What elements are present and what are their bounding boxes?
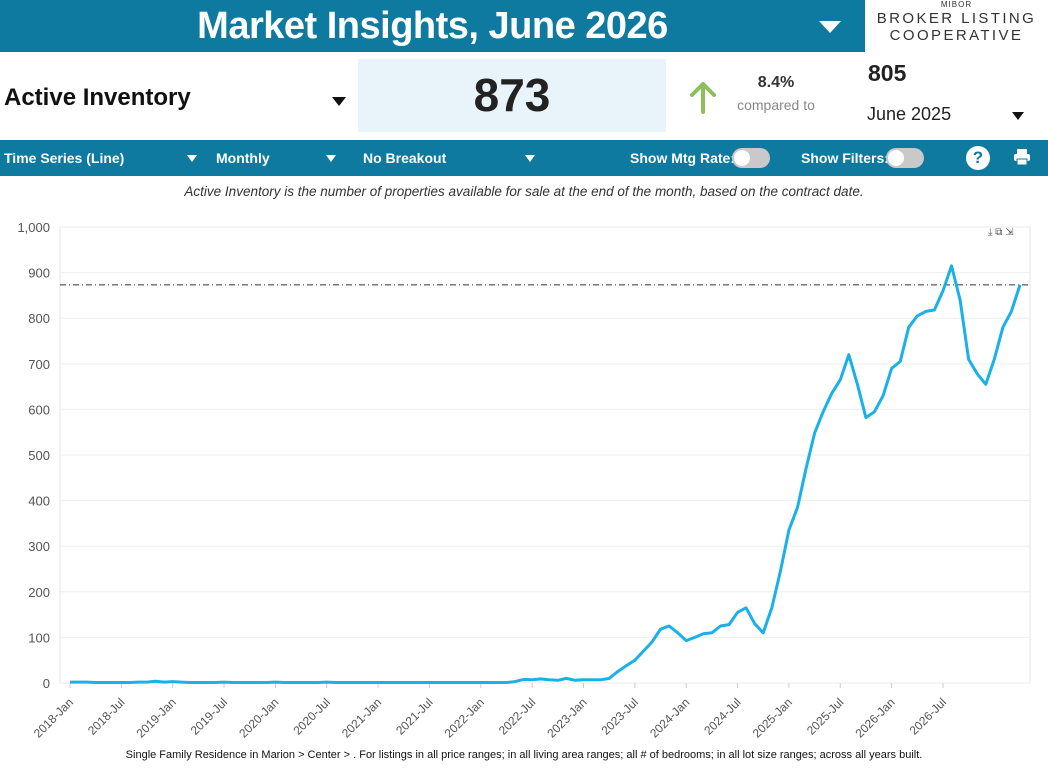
x-tick-label: 2021-Jan: [339, 695, 384, 740]
title-dropdown-chevron-icon[interactable]: [819, 21, 841, 33]
logo-line2: COOPERATIVE: [889, 27, 1024, 44]
logo-line1: BROKER LISTING: [876, 10, 1037, 27]
y-tick-label: 700: [28, 357, 50, 372]
metric-value: 873: [358, 59, 666, 132]
filters-toggle[interactable]: [886, 148, 924, 168]
y-tick-label: 200: [28, 585, 50, 600]
x-tick-label: 2018-Jan: [31, 695, 76, 740]
logo-mibor-text: MIBOR: [940, 0, 973, 9]
header-bar: Market Insights, June 2026: [0, 0, 865, 52]
interval-chevron-icon[interactable]: [326, 155, 336, 162]
breakout-selector[interactable]: No Breakout: [363, 150, 447, 166]
toggle-knob: [734, 150, 750, 166]
change-percent: 8.4%: [757, 74, 795, 91]
metric-row: Active Inventory 873 8.4% compared to 80…: [0, 52, 1048, 140]
series-line: [70, 264, 1022, 684]
y-tick-label: 800: [28, 311, 50, 326]
metric-selector[interactable]: Active Inventory: [4, 84, 191, 111]
metric-dropdown-chevron-icon[interactable]: [332, 97, 346, 106]
y-tick-label: 900: [28, 266, 50, 281]
x-tick-label: 2020-Jan: [236, 695, 281, 740]
compared-to-label: compared to: [737, 97, 815, 113]
filter-summary: Single Family Residence in Marion > Cent…: [125, 749, 923, 761]
copy-icon[interactable]: ⧉: [995, 227, 1003, 238]
metric-description: Active Inventory is the number of proper…: [184, 184, 864, 199]
toggle-knob: [888, 150, 904, 166]
y-tick-label: 600: [28, 402, 50, 417]
y-tick-label: 300: [28, 539, 50, 554]
export-icon[interactable]: ⇲: [1005, 227, 1014, 238]
y-tick-label: 1,000: [17, 220, 50, 235]
filters-label: Show Filters:: [801, 150, 889, 166]
toolbar: Time Series (Line) Monthly No Breakout S…: [0, 140, 1048, 176]
x-tick-label: 2025-Jan: [750, 695, 795, 740]
breakout-chevron-icon[interactable]: [525, 155, 535, 162]
x-tick-label: 2024-Jul: [701, 695, 743, 737]
y-tick-label: 100: [28, 630, 50, 645]
download-icon[interactable]: ⤓: [988, 227, 993, 238]
x-tick-label: 2020-Jul: [290, 695, 332, 737]
x-tick-label: 2023-Jan: [544, 695, 589, 740]
x-tick-label: 2019-Jan: [134, 695, 179, 740]
y-tick-label: 400: [28, 494, 50, 509]
arrow-up-icon: [690, 82, 716, 114]
x-tick-label: 2024-Jan: [647, 695, 692, 740]
x-tick-label: 2022-Jan: [442, 695, 487, 740]
x-tick-label: 2025-Jul: [804, 695, 846, 737]
mtg-rate-toggle[interactable]: [732, 148, 770, 168]
x-tick-label: 2026-Jul: [907, 695, 949, 737]
x-tick-label: 2019-Jul: [188, 695, 230, 737]
x-tick-label: 2023-Jul: [599, 695, 641, 737]
chart-tools: ⤓ ⧉ ⇲: [988, 227, 1014, 238]
help-icon[interactable]: ?: [966, 146, 990, 170]
x-tick-label: 2022-Jul: [496, 695, 538, 737]
period-dropdown-chevron-icon[interactable]: [1012, 112, 1024, 120]
comparison-period-selector[interactable]: June 2025: [867, 104, 952, 124]
page-title: Market Insights, June 2026: [197, 5, 668, 47]
logo: MIBOR BROKER LISTING COOPERATIVE: [865, 0, 1048, 52]
comparison-value: 805: [868, 60, 907, 86]
y-tick-label: 500: [28, 448, 50, 463]
chart-type-selector[interactable]: Time Series (Line): [4, 150, 125, 166]
line-chart: 0 100 200 300 400 500 600 700 800 900 1,000 2018-Ja…: [17, 220, 1031, 741]
chart-type-chevron-icon[interactable]: [187, 155, 197, 162]
mtg-rate-label: Show Mtg Rate:: [630, 150, 735, 166]
x-tick-label: 2026-Jan: [852, 695, 897, 740]
x-tick-label: 2021-Jul: [393, 695, 435, 737]
x-tick-label: 2018-Jul: [85, 695, 127, 737]
interval-selector[interactable]: Monthly: [216, 150, 270, 166]
y-tick-label: 0: [43, 676, 50, 691]
print-icon[interactable]: [1013, 148, 1031, 166]
